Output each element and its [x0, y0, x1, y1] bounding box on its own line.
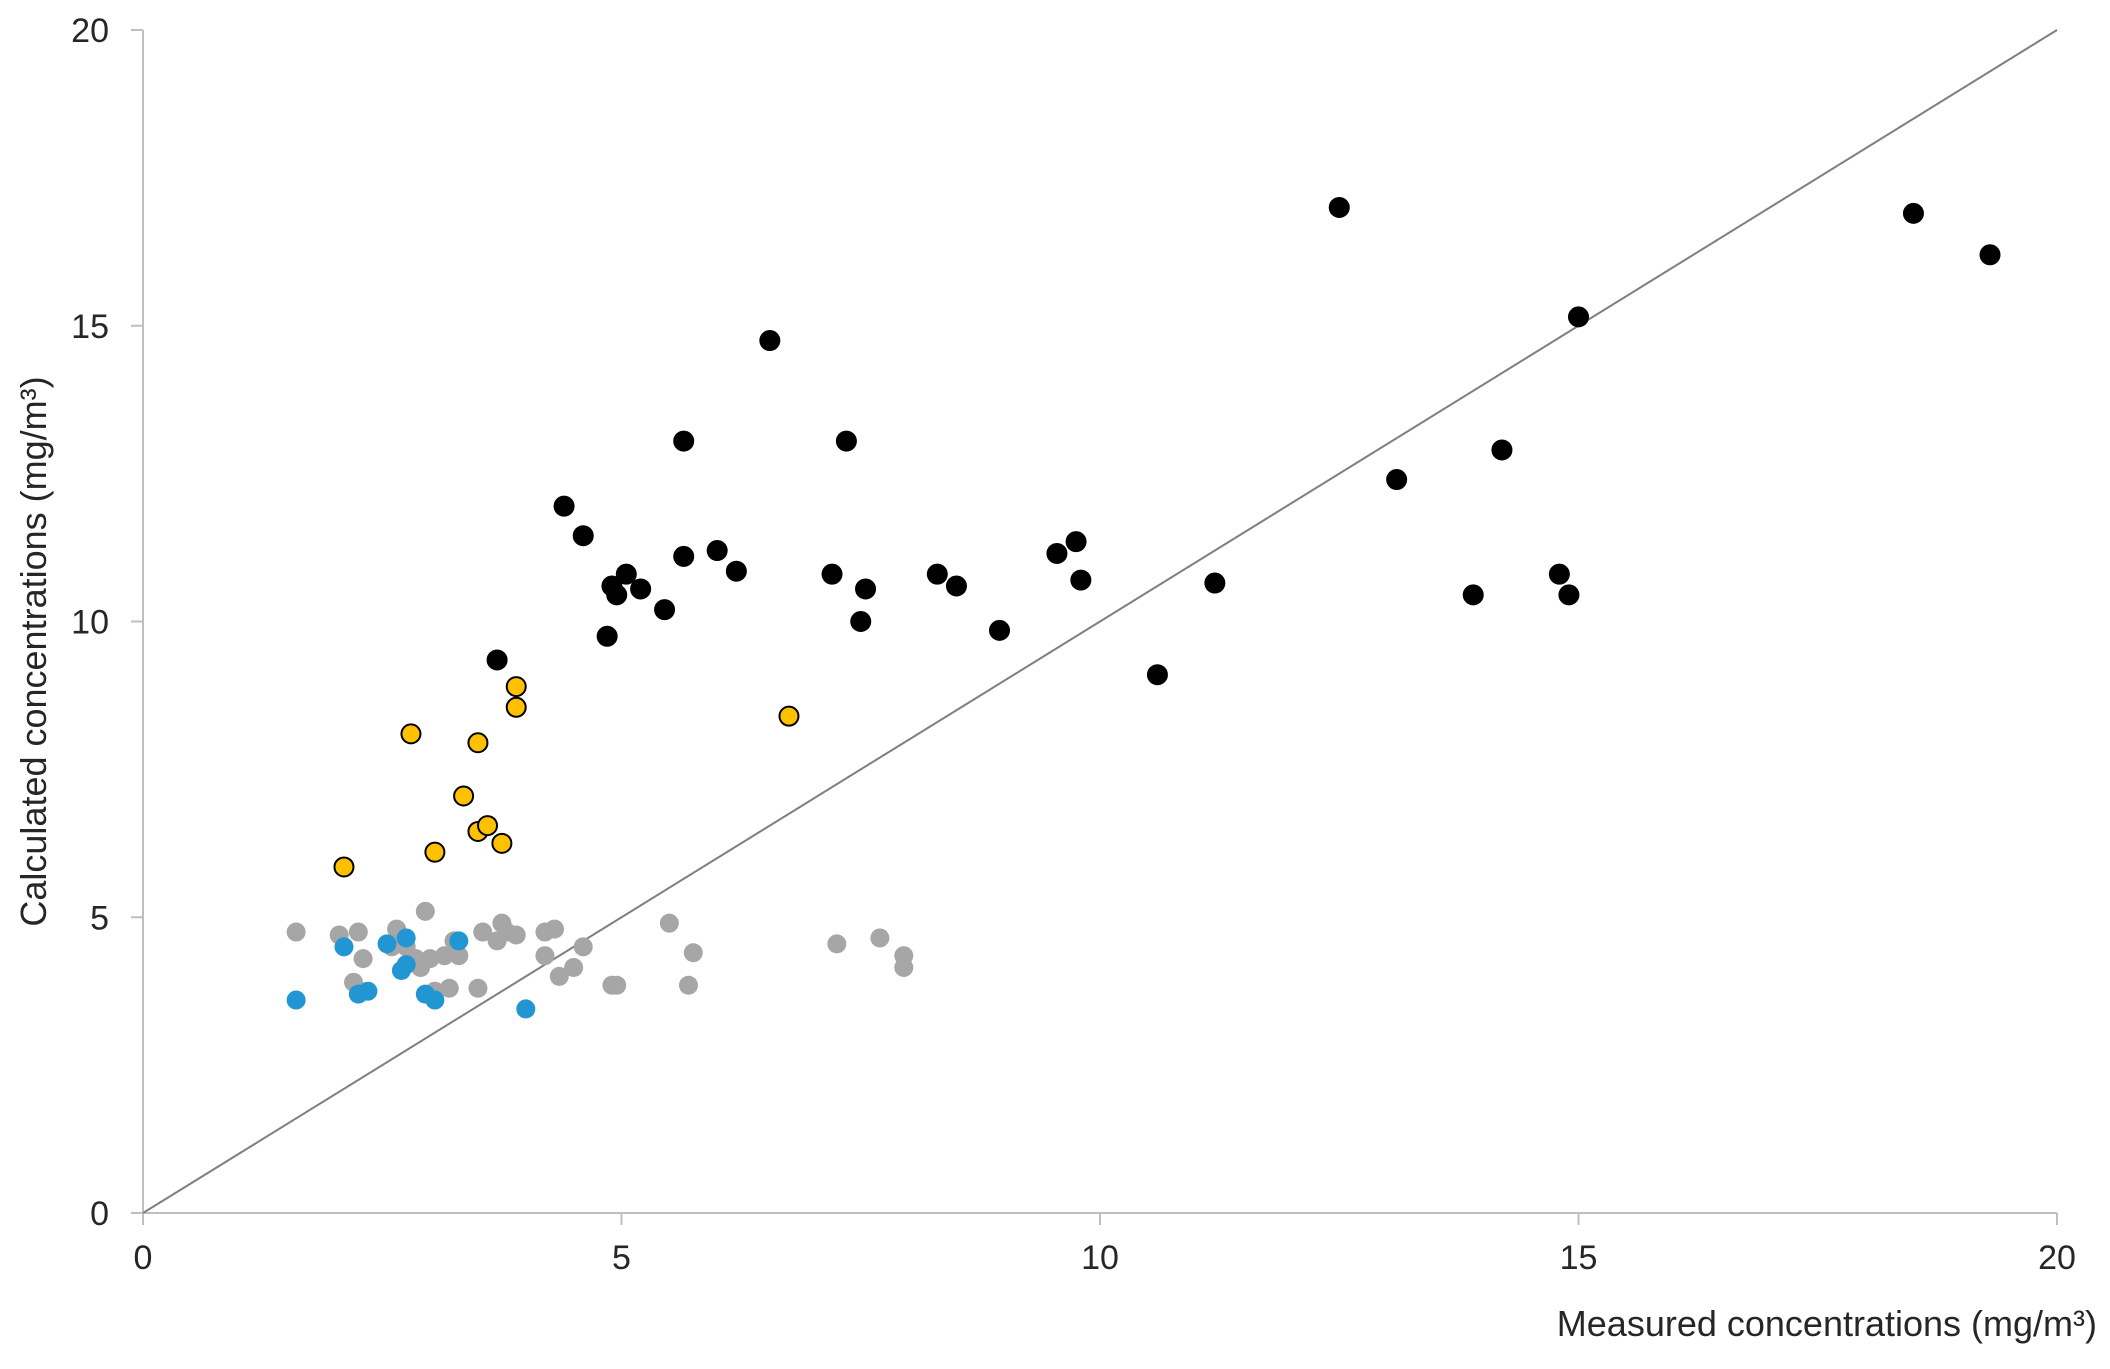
data-point [989, 619, 1011, 641]
x-axis-title: Measured concentrations (mg/m³) [1557, 1303, 2097, 1344]
x-tick-label: 20 [2038, 1239, 2076, 1277]
data-point [759, 330, 781, 352]
series-0 [486, 196, 2001, 686]
y-tick-label: 0 [90, 1195, 109, 1233]
x-tick-label: 15 [1560, 1239, 1598, 1277]
data-point [945, 575, 967, 597]
data-point [449, 931, 469, 951]
data-point [1204, 572, 1226, 594]
data-point [1046, 542, 1068, 564]
data-point [673, 545, 695, 567]
data-point [1386, 469, 1408, 491]
y-axis-title: Calculated concentrations (mg/m³) [13, 376, 54, 926]
data-point [396, 928, 416, 948]
series-1 [333, 676, 800, 878]
data-point [778, 705, 800, 727]
data-point [673, 430, 695, 452]
data-point [659, 913, 679, 933]
data-point [477, 815, 499, 837]
data-point [1979, 244, 2001, 266]
data-point [607, 975, 627, 995]
series-2 [286, 901, 914, 1001]
data-point [855, 578, 877, 600]
data-point [545, 919, 565, 939]
data-point [596, 625, 618, 647]
data-point [926, 563, 948, 585]
data-point [425, 990, 445, 1010]
data-point [505, 696, 527, 718]
data-point [535, 946, 555, 966]
data-point [683, 943, 703, 963]
data-point [1568, 306, 1589, 328]
data-point [424, 841, 446, 863]
data-point [1146, 664, 1168, 686]
data-point [1548, 563, 1570, 585]
data-point [516, 999, 536, 1019]
identity-line [142, 29, 2058, 1214]
data-point [894, 958, 914, 978]
data-point [415, 901, 435, 921]
data-point [1070, 569, 1092, 591]
data-point [286, 922, 306, 942]
data-point [467, 732, 489, 754]
data-point [564, 958, 584, 978]
data-point [468, 978, 488, 998]
data-point [1328, 196, 1350, 218]
data-point [1065, 531, 1087, 553]
data-point [1462, 584, 1484, 606]
data-point [473, 922, 493, 942]
data-point [505, 676, 527, 698]
data-point [358, 981, 378, 1001]
data-point [827, 934, 847, 954]
data-point [850, 611, 872, 632]
x-tick-label: 0 [134, 1239, 153, 1277]
data-point [725, 560, 747, 582]
plot-area: 0 5 10 15 20 0 5 10 15 20 Measured concentrations … [13, 12, 2097, 1344]
data-point [1558, 584, 1580, 606]
data-point [396, 955, 416, 975]
data-point [286, 990, 306, 1010]
data-point [615, 563, 637, 585]
data-point [572, 525, 594, 547]
data-point [491, 832, 513, 854]
x-tick-label: 10 [1081, 1239, 1119, 1277]
data-point [630, 578, 652, 600]
data-point [549, 966, 569, 986]
data-point [453, 785, 475, 807]
data-point [333, 856, 355, 878]
data-point [348, 922, 368, 942]
data-point [678, 975, 698, 995]
data-point [706, 540, 728, 562]
data-point [486, 649, 508, 671]
data-point [353, 949, 373, 969]
series-3 [286, 928, 536, 1019]
data-point [654, 599, 676, 621]
data-point [821, 563, 843, 585]
data-point [606, 584, 628, 606]
data-point [400, 723, 422, 745]
y-tick-label: 10 [71, 604, 109, 642]
y-tick-label: 15 [71, 308, 109, 346]
data-point [334, 937, 354, 957]
data-point [377, 934, 397, 954]
data-point [553, 495, 575, 517]
data-point [1902, 202, 1924, 224]
data-point [870, 928, 890, 948]
data-point [434, 946, 454, 966]
data-point [1491, 439, 1513, 461]
data-point [449, 946, 469, 966]
data-point [439, 978, 459, 998]
data-point [420, 949, 440, 969]
data-point [835, 430, 857, 452]
y-tick-label: 5 [90, 899, 109, 937]
data-point [573, 937, 593, 957]
y-tick-label: 20 [71, 12, 109, 50]
x-tick-label: 5 [612, 1239, 631, 1277]
data-point [506, 925, 526, 945]
